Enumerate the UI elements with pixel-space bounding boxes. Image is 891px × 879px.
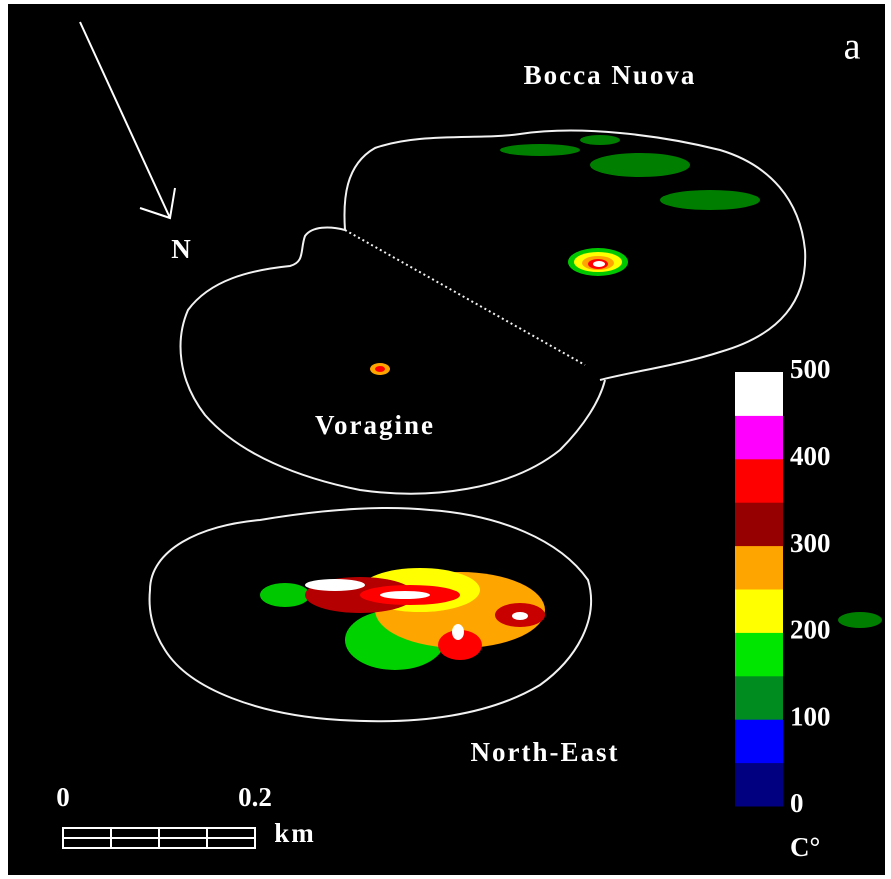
colorbar-segment xyxy=(735,676,783,720)
scale-tick-label: 0 xyxy=(56,782,70,812)
page: a N Bocca Nuova Voragine North-East km C… xyxy=(0,0,891,879)
colorbar-tick-label: 400 xyxy=(790,441,831,471)
colorbar-segment xyxy=(735,763,783,807)
colorbar-segment xyxy=(735,546,783,590)
colorbar-segment xyxy=(735,632,783,676)
scale-tick-label: 0.2 xyxy=(238,782,272,812)
colorbar-tick-label: 300 xyxy=(790,528,831,558)
colorbar-tick-label: 200 xyxy=(790,615,831,645)
colorbar-segment xyxy=(735,415,783,459)
bocca-nuova-hotspot xyxy=(568,248,628,276)
colorbar-segment xyxy=(735,502,783,546)
colorbar-tick-label: 100 xyxy=(790,701,831,731)
colorbar-segment xyxy=(735,589,783,633)
colorbar-segment xyxy=(735,372,783,416)
colorbar-segment xyxy=(735,459,783,503)
thermal-map: a N Bocca Nuova Voragine North-East km C… xyxy=(0,0,891,879)
colorbar-tick-label: 0 xyxy=(790,788,804,818)
scale-unit: km xyxy=(274,818,316,848)
colorbar-segment xyxy=(735,719,783,763)
crater-label: Bocca Nuova xyxy=(524,60,697,90)
panel-label: a xyxy=(844,26,861,68)
colorbar-unit: C° xyxy=(790,832,820,862)
crater-label: North-East xyxy=(471,737,620,767)
crater-label: Voragine xyxy=(315,410,435,440)
colorbar-tick-label: 500 xyxy=(790,354,831,384)
compass-label: N xyxy=(171,234,193,264)
voragine-hotspot xyxy=(370,363,390,375)
